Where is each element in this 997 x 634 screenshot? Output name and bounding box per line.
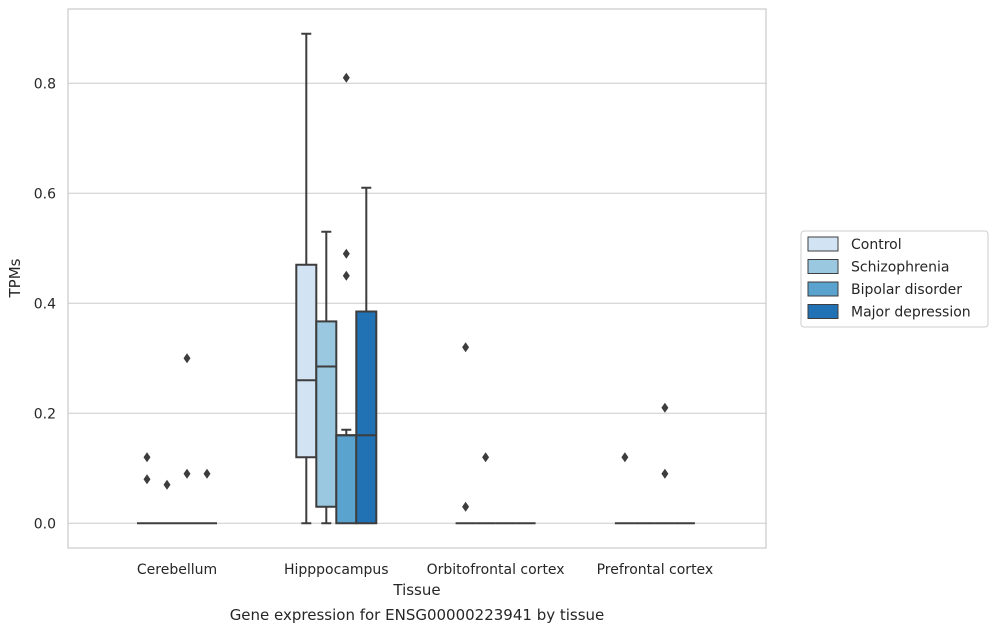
outlier-point (342, 270, 350, 281)
legend-swatch (807, 281, 839, 297)
x-axis-label: Tissue (392, 581, 440, 599)
grid-lines (68, 82, 766, 524)
outlier-point (143, 452, 151, 463)
outlier-point (661, 402, 669, 413)
box-schizophrenia (157, 479, 177, 525)
y-tick-label: 0.8 (34, 76, 56, 92)
y-tick-labels: 0.0 0.2 0.4 0.6 0.8 (34, 76, 56, 532)
box-control (137, 452, 157, 525)
outlier-point (462, 342, 470, 353)
box-bipolar-disorder (654, 402, 675, 525)
box-body (315, 320, 338, 508)
legend-swatch (807, 259, 839, 274)
box-bipolar-disorder (335, 72, 358, 525)
box-schizophrenia (315, 230, 338, 525)
box-control (455, 342, 476, 525)
legend: Control Schizophrenia Bipolar disorder Majo… (800, 230, 989, 328)
legend-swatch (807, 304, 839, 319)
box-body (355, 310, 378, 525)
x-tick-label: Hipppocampus (284, 562, 389, 578)
outlier-point (342, 72, 350, 83)
box-plot-marks (137, 32, 695, 525)
outlier-point (183, 353, 191, 364)
legend-label: Major depression (851, 305, 971, 321)
legend-label: Bipolar disorder (851, 282, 962, 298)
box-major-depression (197, 468, 217, 525)
y-tick-label: 0.0 (34, 516, 56, 532)
legend-swatch (807, 236, 839, 252)
outlier-point (203, 468, 211, 479)
outlier-point (163, 479, 171, 490)
legend-label: Schizophrenia (851, 260, 949, 276)
y-tick-label: 0.4 (34, 296, 56, 312)
outlier-point (462, 501, 470, 512)
outlier-point (661, 468, 669, 479)
box-body (295, 263, 318, 459)
x-tick-label: Orbitofrontal cortex (427, 562, 565, 578)
box-major-depression (355, 186, 378, 525)
figure-caption: Gene expression for ENSG00000223941 by t… (229, 606, 605, 624)
box-body (335, 434, 358, 525)
y-axis-label: TPMs (6, 258, 24, 298)
outlier-point (621, 452, 629, 463)
box-control (295, 32, 318, 525)
box-schizophrenia (475, 452, 496, 525)
legend-label: Control (851, 237, 902, 253)
outlier-point (183, 468, 191, 479)
legend-frame (800, 230, 989, 328)
plot-frame (67, 8, 767, 549)
outlier-point (342, 248, 350, 259)
outlier-point (143, 474, 151, 485)
outlier-point (482, 452, 490, 463)
x-tick-label: Prefrontal cortex (597, 562, 714, 578)
x-tick-label: Cerebellum (137, 562, 217, 578)
x-tick-labels: Cerebellum Hipppocampus Orbitofrontal cort… (137, 562, 713, 578)
box-bipolar-disorder (177, 353, 197, 525)
y-tick-label: 0.6 (34, 186, 56, 202)
y-tick-label: 0.2 (34, 406, 56, 422)
box-control (614, 452, 635, 525)
